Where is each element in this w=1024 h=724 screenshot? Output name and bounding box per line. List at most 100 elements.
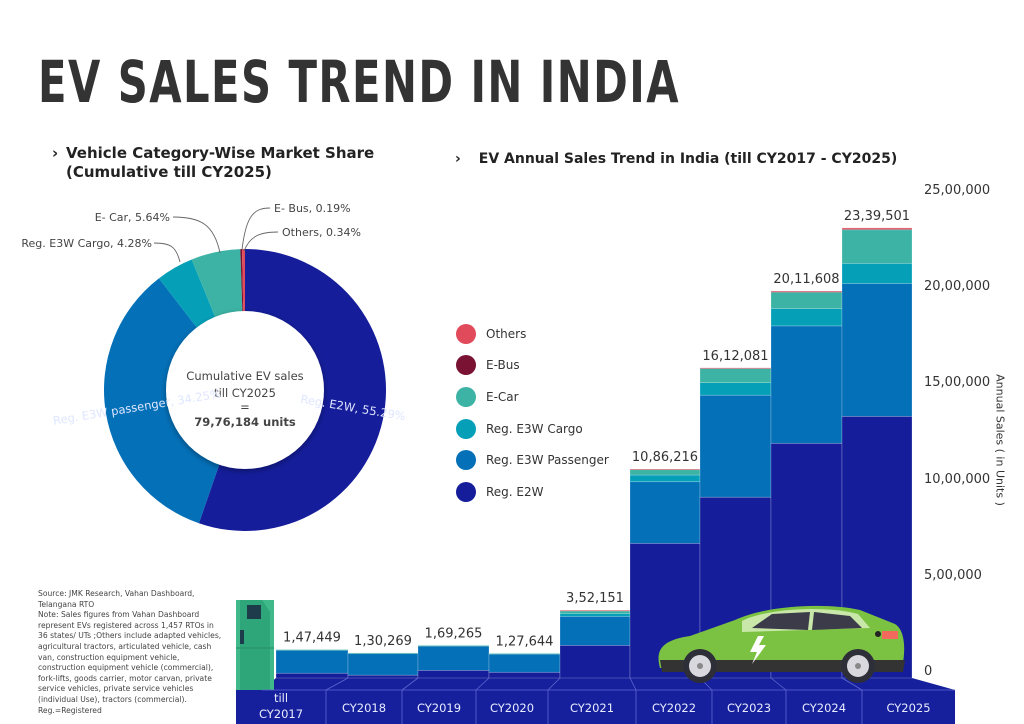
donut-slice-others: [241, 249, 245, 313]
donut-slice-label: Reg. E3W Cargo, 4.28%: [21, 237, 152, 250]
bar-segment-reg-e2w: [275, 672, 349, 679]
bar-chart-subtitle: › EV Annual Sales Trend in India (till C…: [455, 150, 897, 169]
legend-label: Reg. E3W Passenger: [486, 453, 609, 468]
platform-divider: [401, 677, 419, 691]
donut-slice-e-bus: [240, 249, 244, 313]
bar-segment-reg-e3w-passenger: [841, 283, 913, 417]
bar-segment-e-car: [770, 291, 843, 309]
legend-swatch: [456, 323, 476, 344]
bar-segment-reg-e3w-passenger: [699, 394, 772, 498]
chevron-right-icon: ›: [455, 151, 461, 167]
donut-center-text: 79,76,184 units: [194, 415, 296, 429]
pie-subtitle-line2: (Cumulative till CY2025): [66, 163, 272, 181]
bar-segment-reg-e3w-passenger: [770, 325, 843, 444]
x-tick-label: CY2024: [802, 701, 846, 715]
lightning-icon: [750, 636, 766, 664]
bar-segment-reg-e3w-cargo: [559, 613, 631, 617]
bar-segment-reg-e3w-passenger: [488, 653, 561, 673]
legend-swatch: [456, 450, 476, 471]
donut-slice-e-car: [191, 249, 243, 318]
x-axis-band: [236, 690, 955, 724]
donut-slice-reg-e2w: [198, 249, 387, 531]
note-line: Note: Sales figures from Vahan Dashboard…: [38, 610, 222, 715]
platform-divider: [475, 677, 490, 691]
legend-label: Reg. E3W Cargo: [486, 421, 583, 436]
legend-item: Reg. E3W Cargo: [456, 413, 609, 445]
bar-segment-reg-e3w-passenger: [347, 652, 419, 676]
bar-segment-others: [629, 468, 701, 471]
donut-slice-label: Others, 0.34%: [282, 226, 361, 239]
bar-segment-others: [770, 290, 843, 293]
source-note: Source: JMK Research, Vahan Dashboard, T…: [38, 589, 223, 716]
bar-segment-reg-e3w-cargo: [841, 263, 913, 284]
x-tick-label: CY2020: [490, 701, 534, 715]
bar-segment-reg-e3w-passenger: [629, 481, 701, 544]
bar-segment-reg-e2w: [417, 670, 490, 679]
bar-segment-e-car: [841, 229, 913, 264]
bar-cy2019: [417, 645, 490, 679]
bar-total-label: 3,52,151: [566, 591, 624, 606]
leader-line: [172, 216, 221, 254]
x-tick-label: CY2022: [652, 701, 696, 715]
legend-label: E-Bus: [486, 358, 520, 373]
bar-total-label: 1,27,644: [496, 634, 554, 649]
donut-center-text: =: [240, 400, 250, 414]
platform-divider: [547, 677, 561, 691]
bar-chart-legend: Others E-Bus E-Car Reg. E3W Cargo Reg. E3W P…: [456, 318, 609, 508]
bar-segment-e-car: [417, 645, 490, 647]
legend-label: Others: [486, 326, 527, 341]
bar-subtitle-text: EV Annual Sales Trend in India (till CY2…: [478, 151, 898, 167]
bar-total-label: 20,11,608: [773, 272, 839, 287]
bar-total-label: 1,30,269: [354, 634, 412, 649]
platform-divider: [770, 677, 787, 691]
bar-total-label: 23,39,501: [844, 209, 910, 224]
x-tick-label: CY2021: [570, 701, 614, 715]
bar-segment-reg-e2w: [347, 674, 419, 679]
y-tick-label: 25,00,000: [924, 183, 991, 198]
x-tick-label: CY2023: [727, 701, 771, 715]
bar-segment-e-car: [347, 652, 419, 655]
platform-divider: [841, 677, 863, 691]
x-tick-label: CY2019: [417, 701, 461, 715]
source-line: Source: JMK Research, Vahan Dashboard, T…: [38, 589, 195, 609]
legend-item: Reg. E2W: [456, 476, 609, 508]
x-tick-label: till: [274, 691, 288, 705]
bar-segment-e-car: [699, 367, 772, 383]
donut-slice-label: E- Bus, 0.19%: [274, 202, 351, 215]
bar-segment-reg-e3w-passenger: [417, 645, 490, 671]
bar-total-label: 16,12,081: [702, 349, 768, 364]
y-tick-label: 5,00,000: [924, 567, 982, 583]
bar-segment-reg-e3w-cargo: [629, 474, 701, 483]
leader-line: [153, 242, 181, 263]
bar-segment-e-car: [275, 649, 349, 651]
legend-swatch: [456, 355, 476, 376]
leader-line: [243, 231, 279, 252]
bar-segment-others: [559, 609, 631, 612]
donut-slice-reg-e3w-passenger: [103, 278, 220, 524]
bar-cy2020: [488, 653, 561, 679]
bar-till-cy2017: [275, 649, 349, 679]
y-axis-label: Annual Sales ( in Units ): [993, 374, 1007, 506]
donut-slices: [103, 249, 387, 531]
bar-total-label: 1,47,449: [283, 631, 341, 646]
legend-item: E-Car: [456, 381, 609, 413]
donut-center-text: till CY2025: [214, 386, 276, 400]
bar-segment-reg-e3w-passenger: [275, 649, 349, 674]
legend-swatch: [456, 386, 476, 407]
pie-chart-subtitle: › Vehicle Category-Wise Market Share (Cum…: [52, 144, 392, 182]
bar-segment-reg-e3w-cargo: [699, 382, 772, 396]
donut-center-text: Cumulative EV sales: [186, 369, 303, 383]
bar-segment-others: [699, 367, 772, 369]
bar-segment-reg-e2w: [488, 671, 561, 679]
bar-segment-reg-e3w-cargo: [770, 308, 843, 327]
x-tick-label: CY2025: [886, 701, 930, 715]
platform-divider: [629, 677, 637, 691]
donut-slice-label: E- Car, 5.64%: [95, 211, 170, 224]
bar-total-label: 10,86,216: [632, 450, 698, 465]
y-tick-label: 20,00,000: [924, 279, 991, 295]
x-tick-label: CY2018: [342, 701, 386, 715]
y-tick-label: 15,00,000: [924, 375, 991, 391]
legend-swatch: [456, 481, 476, 502]
